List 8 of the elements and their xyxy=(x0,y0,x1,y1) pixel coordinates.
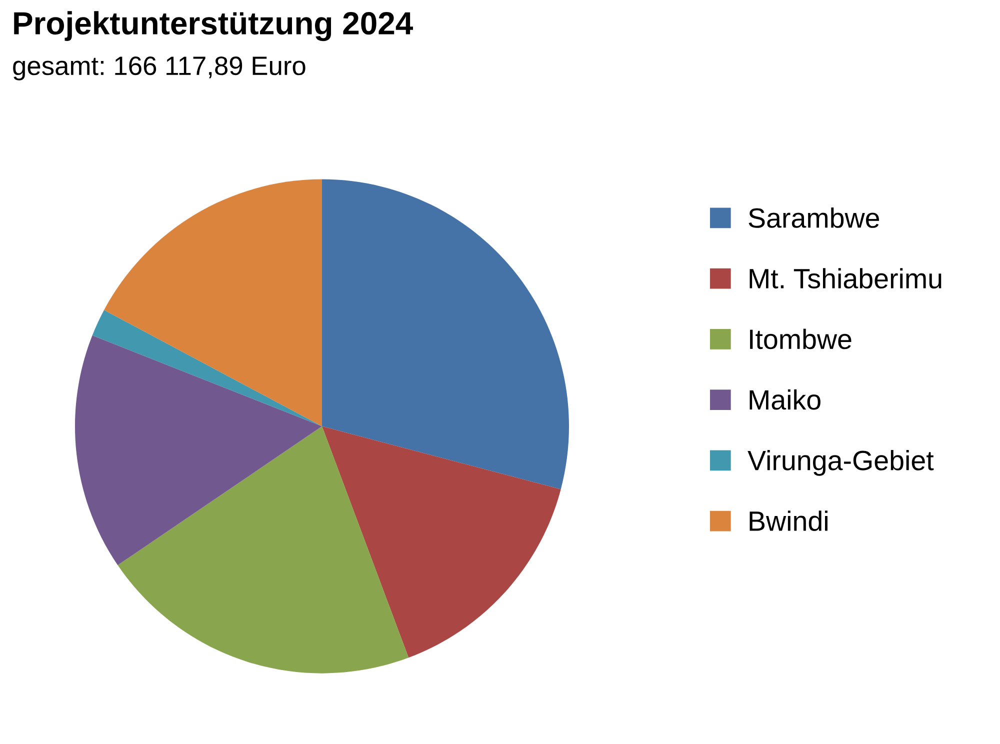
legend-label: Bwindi xyxy=(750,510,828,531)
chart-subtitle: gesamt: 166 117,89 Euro xyxy=(13,56,306,80)
chart-title: Projektunterstützung 2024 xyxy=(14,11,413,42)
legend-label: Virunga-Gebiet xyxy=(748,450,934,476)
legend-label: Itombwe xyxy=(750,328,852,350)
legend-label: Sarambwe xyxy=(748,208,880,228)
legend-label: Maiko xyxy=(750,389,820,410)
legend-label: Mt. Tshiaberimu xyxy=(750,268,942,289)
